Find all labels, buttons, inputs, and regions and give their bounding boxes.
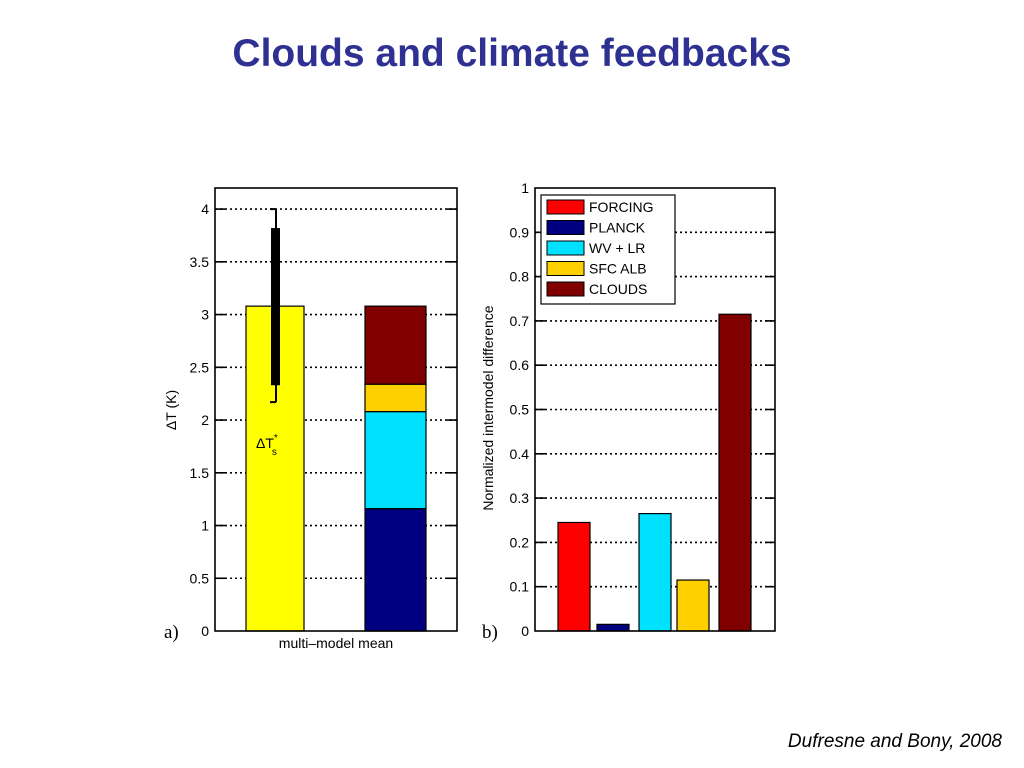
stacked-segment-sfc-alb — [364, 383, 427, 413]
y-tick-label: 4 — [201, 201, 209, 217]
panel-label-b: b) — [482, 622, 498, 643]
citation: Dufresne and Bony, 2008 — [787, 731, 1002, 752]
x-axis-label: multi–model mean — [279, 635, 393, 651]
y-tick-label: 0.9 — [510, 224, 530, 240]
y-tick-label: 1 — [201, 518, 209, 534]
panel-a: 0 0.5 1 1.5 2 2.5 3 3.5 4 ΔT* s multi–model mean ΔT … — [163, 187, 458, 651]
bar-wv-lr — [638, 513, 672, 632]
legend: FORCING PLANCK WV + LR SFC ALB CLOUDS — [540, 194, 676, 305]
legend-label: PLANCK — [589, 220, 646, 236]
bar-forcing — [557, 521, 591, 632]
plot-frame — [534, 187, 776, 632]
y-tick-label: 2.5 — [190, 359, 210, 375]
y-tick-label: 3 — [201, 307, 209, 323]
panel-label-a: a) — [164, 622, 179, 643]
legend-swatch — [546, 261, 585, 276]
y-tick-label: 0 — [521, 623, 529, 639]
bar-label-delta-ts: ΔT* s — [256, 433, 278, 458]
whisker-box — [271, 228, 280, 386]
legend-label: WV + LR — [589, 240, 645, 256]
y-tick-label: 0.5 — [510, 402, 530, 418]
bar-sfc-alb — [676, 579, 710, 632]
stacked-segment-wv-lr — [364, 411, 427, 510]
bar-planck — [596, 623, 630, 632]
y-tick-label: 0.1 — [510, 579, 530, 595]
y-tick-label: 2 — [201, 412, 209, 428]
bar-clouds — [718, 313, 752, 632]
y-axis-label: ΔT (K) — [163, 390, 179, 430]
y-tick-label: 0.6 — [510, 357, 530, 373]
y-axis-label: Normalized intermodel difference — [480, 305, 496, 510]
y-tick-label: 0.5 — [190, 570, 210, 586]
y-tick-label: 0.4 — [510, 446, 530, 462]
legend-swatch — [546, 220, 585, 235]
y-tick-label: 0.3 — [510, 490, 530, 506]
plot-frame — [214, 187, 458, 632]
y-tick-label: 0.8 — [510, 269, 530, 285]
panel-b: 0 0.1 0.2 0.3 0.4 0.5 0.6 0.7 0.8 0.9 1 FORCING PLAN… — [480, 180, 776, 643]
stacked-segment-clouds — [364, 305, 427, 385]
y-tick-label: 1 — [521, 180, 529, 196]
legend-label: CLOUDS — [589, 281, 647, 297]
y-tick-label: 0.7 — [510, 313, 530, 329]
stacked-segment-planck — [364, 508, 427, 632]
y-tick-label: 1.5 — [190, 465, 210, 481]
y-tick-label: 0 — [201, 623, 209, 639]
legend-label: FORCING — [589, 199, 654, 215]
y-tick-label: 0.2 — [510, 534, 530, 550]
legend-swatch — [546, 240, 585, 256]
legend-label: SFC ALB — [589, 261, 647, 277]
legend-swatch — [546, 281, 585, 297]
y-tick-label: 3.5 — [190, 254, 210, 270]
legend-swatch — [546, 199, 585, 215]
slide-title: Clouds and climate feedbacks — [232, 32, 792, 75]
